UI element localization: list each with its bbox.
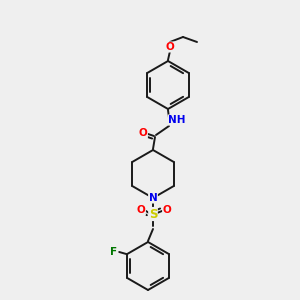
- Text: N: N: [148, 193, 158, 203]
- Text: O: O: [163, 205, 171, 215]
- Text: S: S: [149, 208, 157, 220]
- Text: O: O: [166, 42, 174, 52]
- Text: O: O: [139, 128, 147, 138]
- Text: O: O: [136, 205, 146, 215]
- Text: F: F: [110, 247, 117, 257]
- Text: NH: NH: [168, 115, 186, 125]
